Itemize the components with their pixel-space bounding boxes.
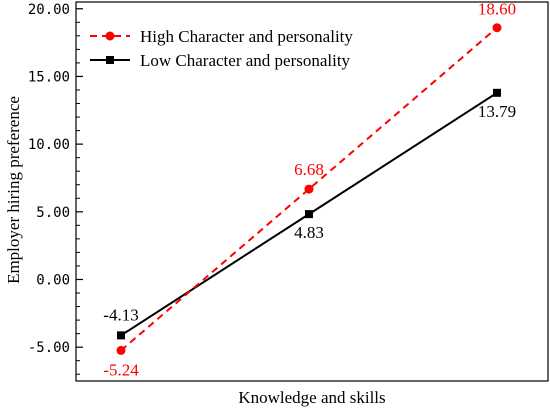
data-point-high bbox=[492, 23, 502, 33]
y-axis-title: Employer hiring preference bbox=[4, 96, 23, 284]
y-tick-label: 5.00 bbox=[36, 205, 70, 221]
legend-label-high: High Character and personality bbox=[140, 27, 353, 46]
y-tick-label: -5.00 bbox=[28, 340, 70, 356]
data-label-high: 18.60 bbox=[478, 0, 516, 19]
data-label-high: -5.24 bbox=[103, 360, 139, 379]
data-label-high: 6.68 bbox=[294, 160, 324, 179]
data-point-low bbox=[493, 88, 501, 97]
data-point-high bbox=[116, 345, 126, 355]
legend: High Character and personality Low Chara… bbox=[90, 27, 353, 70]
data-point-high bbox=[304, 184, 314, 194]
data-point-low bbox=[305, 210, 313, 219]
legend-label-low: Low Character and personality bbox=[140, 51, 351, 70]
y-tick-label: 15.00 bbox=[28, 69, 70, 85]
y-axis: 20.00 15.00 10.00 5.00 0.00 -5.00 bbox=[28, 2, 83, 375]
y-tick-label: 0.00 bbox=[36, 272, 70, 288]
x-axis-title: Knowledge and skills bbox=[238, 388, 385, 407]
data-label-low: 4.83 bbox=[294, 223, 324, 242]
legend-marker-low bbox=[106, 56, 114, 64]
series-layer bbox=[116, 23, 502, 355]
data-label-low: 13.79 bbox=[478, 102, 516, 121]
legend-marker-high bbox=[105, 31, 115, 41]
data-label-low: -4.13 bbox=[103, 305, 138, 324]
data-point-low bbox=[117, 331, 125, 340]
series-line-high bbox=[120, 26, 498, 352]
y-tick-label: 20.00 bbox=[28, 2, 70, 18]
y-tick-label: 10.00 bbox=[28, 137, 70, 153]
plot-frame bbox=[75, 1, 549, 382]
data-labels: -5.24 6.68 18.60 -4.13 4.83 13.79 bbox=[103, 0, 516, 379]
